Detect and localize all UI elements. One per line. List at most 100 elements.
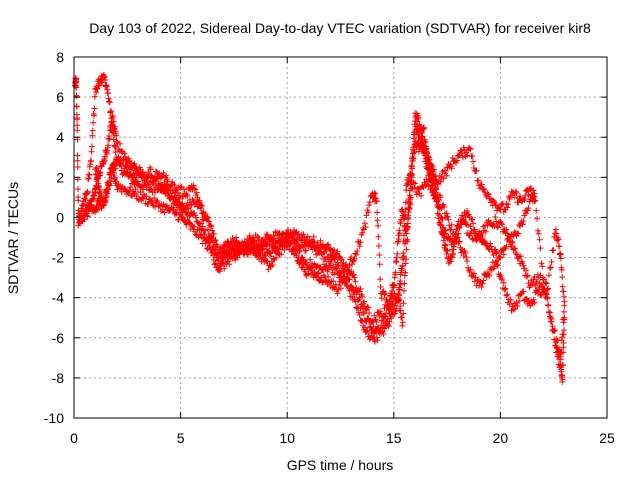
data-point — [459, 154, 466, 161]
data-point — [557, 361, 564, 368]
data-point — [267, 250, 274, 257]
data-point — [74, 186, 81, 193]
axis-ticks: 0 5 10 15 20 25 -10 -8 -6 -4 -2 0 2 4 6 8 — [44, 49, 615, 446]
x-axis-label: GPS time / hours — [287, 457, 394, 473]
data-point — [93, 89, 100, 96]
data-point — [102, 77, 109, 84]
data-point — [380, 331, 387, 338]
data-point — [515, 230, 522, 237]
data-point — [164, 186, 171, 193]
data-point — [456, 238, 463, 245]
data-point — [384, 321, 391, 328]
data-point — [354, 305, 361, 312]
data-point — [284, 238, 291, 245]
data-point — [528, 277, 535, 284]
data-point — [479, 233, 486, 240]
data-point — [385, 306, 392, 313]
data-point — [378, 295, 385, 302]
data-point — [499, 247, 506, 254]
data-point — [348, 254, 355, 261]
data-point — [412, 180, 419, 187]
data-point — [331, 246, 338, 253]
data-point — [555, 236, 562, 243]
data-point — [167, 185, 174, 192]
data-point — [517, 253, 524, 260]
data-point — [365, 304, 372, 311]
data-point — [468, 216, 475, 223]
data-point — [545, 302, 552, 309]
data-point — [91, 93, 98, 100]
data-point — [330, 278, 337, 285]
data-point — [453, 157, 460, 164]
data-point — [317, 237, 324, 244]
data-point — [373, 334, 380, 341]
data-point — [363, 212, 370, 219]
data-point — [350, 271, 357, 278]
data-point — [504, 291, 511, 298]
data-point — [286, 239, 293, 246]
data-point — [89, 132, 96, 139]
data-point — [488, 243, 495, 250]
data-point — [161, 209, 168, 216]
data-point — [320, 266, 327, 273]
data-point — [560, 327, 567, 334]
data-point — [520, 218, 527, 225]
data-point — [506, 195, 513, 202]
data-point — [143, 193, 150, 200]
data-point — [169, 196, 176, 203]
data-point — [545, 285, 552, 292]
data-point — [106, 136, 113, 143]
data-point — [470, 220, 477, 227]
data-point — [509, 239, 516, 246]
data-point — [559, 331, 566, 338]
data-point — [84, 213, 91, 220]
data-point — [209, 247, 216, 254]
data-point — [156, 182, 163, 189]
data-point — [88, 148, 95, 155]
data-point — [534, 215, 541, 222]
data-point — [424, 149, 431, 156]
data-point — [481, 238, 488, 245]
data-point — [279, 243, 286, 250]
data-point — [91, 105, 98, 112]
data-point — [73, 103, 80, 110]
data-point — [490, 197, 497, 204]
data-point — [396, 230, 403, 237]
data-point — [458, 221, 465, 228]
data-point — [341, 267, 348, 274]
data-point — [513, 189, 520, 196]
data-point — [370, 323, 377, 330]
data-points — [72, 72, 568, 385]
data-point — [357, 285, 364, 292]
data-point — [346, 262, 353, 269]
data-point — [110, 161, 117, 168]
data-point — [546, 272, 553, 279]
data-point — [525, 297, 532, 304]
data-point — [538, 260, 545, 267]
data-point — [145, 201, 152, 208]
data-point — [361, 220, 368, 227]
data-point — [455, 152, 462, 159]
data-point — [364, 327, 371, 334]
data-point — [74, 114, 81, 121]
data-point — [443, 210, 450, 217]
data-point — [434, 198, 441, 205]
data-point — [551, 336, 558, 343]
data-point — [430, 166, 437, 173]
data-point — [296, 259, 303, 266]
data-point — [74, 127, 81, 134]
data-point — [418, 192, 425, 199]
data-point — [478, 283, 485, 290]
data-point — [74, 163, 81, 170]
data-point — [528, 185, 535, 192]
data-point — [351, 274, 358, 281]
data-point — [540, 276, 547, 283]
data-point — [511, 305, 518, 312]
data-point — [557, 255, 564, 262]
data-point — [407, 196, 414, 203]
y-tick-label: 8 — [56, 49, 64, 65]
data-point — [300, 231, 307, 238]
data-point — [250, 234, 257, 241]
data-point — [543, 280, 550, 287]
